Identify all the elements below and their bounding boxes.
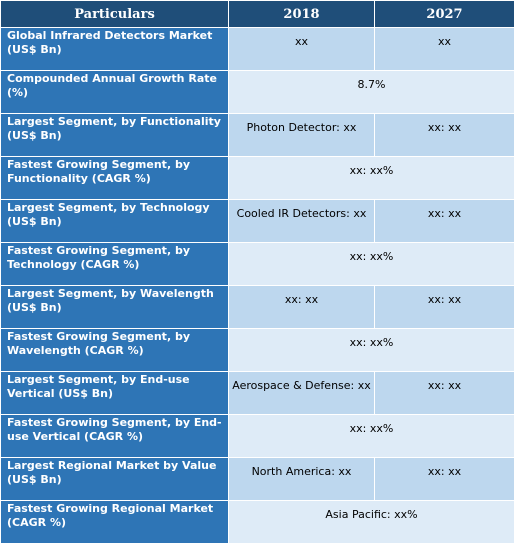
table-row: Largest Segment, by End-use Vertical (US… bbox=[1, 372, 514, 415]
row-label: Largest Segment, by Wavelength (US$ Bn) bbox=[1, 286, 229, 329]
row-label: Largest Segment, by End-use Vertical (US… bbox=[1, 372, 229, 415]
header-2027: 2027 bbox=[375, 1, 514, 28]
value-2027: xx: xx bbox=[375, 286, 514, 329]
row-label: Fastest Growing Regional Market (CAGR %) bbox=[1, 501, 229, 544]
value-2027: xx bbox=[375, 28, 514, 71]
value-merged: xx: xx% bbox=[229, 329, 514, 372]
table-row: Fastest Growing Segment, by Technology (… bbox=[1, 243, 514, 286]
value-merged: Asia Pacific: xx% bbox=[229, 501, 514, 544]
table-row: Fastest Growing Segment, by Functionalit… bbox=[1, 157, 514, 200]
header-2018: 2018 bbox=[229, 1, 375, 28]
value-merged: xx: xx% bbox=[229, 415, 514, 458]
value-2018: North America: xx bbox=[229, 458, 375, 501]
value-2027: xx: xx bbox=[375, 458, 514, 501]
table-row: Fastest Growing Segment, by End-use Vert… bbox=[1, 415, 514, 458]
table-row: Compounded Annual Growth Rate (%) 8.7% bbox=[1, 71, 514, 114]
table-row: Fastest Growing Segment, by Wavelength (… bbox=[1, 329, 514, 372]
value-2027: xx: xx bbox=[375, 114, 514, 157]
value-merged: xx: xx% bbox=[229, 157, 514, 200]
header-particulars: Particulars bbox=[1, 1, 229, 28]
value-2027: xx: xx bbox=[375, 200, 514, 243]
value-2018: Aerospace & Defense: xx bbox=[229, 372, 375, 415]
table-row: Largest Segment, by Functionality (US$ B… bbox=[1, 114, 514, 157]
value-2018: xx: xx bbox=[229, 286, 375, 329]
value-merged: xx: xx% bbox=[229, 243, 514, 286]
row-label: Largest Regional Market by Value (US$ Bn… bbox=[1, 458, 229, 501]
value-2018: xx bbox=[229, 28, 375, 71]
value-merged: 8.7% bbox=[229, 71, 514, 114]
row-label: Fastest Growing Segment, by Technology (… bbox=[1, 243, 229, 286]
table-row: Global Infrared Detectors Market (US$ Bn… bbox=[1, 28, 514, 71]
value-2027: xx: xx bbox=[375, 372, 514, 415]
table-row: Largest Segment, by Technology (US$ Bn) … bbox=[1, 200, 514, 243]
row-label: Global Infrared Detectors Market (US$ Bn… bbox=[1, 28, 229, 71]
row-label: Fastest Growing Segment, by Wavelength (… bbox=[1, 329, 229, 372]
table-row: Largest Segment, by Wavelength (US$ Bn) … bbox=[1, 286, 514, 329]
table-row: Fastest Growing Regional Market (CAGR %)… bbox=[1, 501, 514, 544]
row-label: Compounded Annual Growth Rate (%) bbox=[1, 71, 229, 114]
table-row: Largest Regional Market by Value (US$ Bn… bbox=[1, 458, 514, 501]
value-2018: Photon Detector: xx bbox=[229, 114, 375, 157]
value-2018: Cooled IR Detectors: xx bbox=[229, 200, 375, 243]
row-label: Largest Segment, by Technology (US$ Bn) bbox=[1, 200, 229, 243]
row-label: Fastest Growing Segment, by Functionalit… bbox=[1, 157, 229, 200]
row-label: Largest Segment, by Functionality (US$ B… bbox=[1, 114, 229, 157]
row-label: Fastest Growing Segment, by End-use Vert… bbox=[1, 415, 229, 458]
header-row: Particulars 2018 2027 bbox=[1, 1, 514, 28]
